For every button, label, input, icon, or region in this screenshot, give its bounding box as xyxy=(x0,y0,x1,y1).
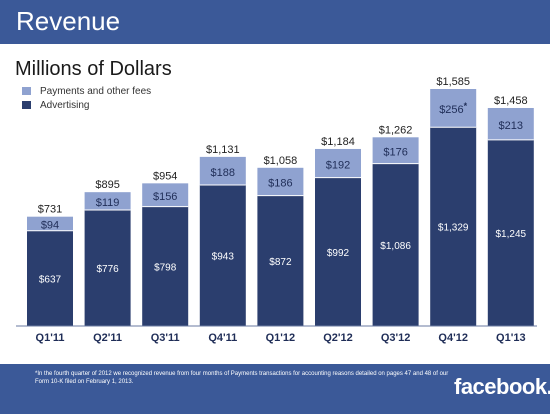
data-label-advertising: $992 xyxy=(327,248,350,259)
bar-advertising xyxy=(199,184,246,326)
bar-payments xyxy=(27,216,73,231)
revenue-bar-chart: $637 $94 $731 Q1'11 $776 $119 $895 Q2'11 $798 $15… xyxy=(16,76,537,344)
data-label-total: $1,585 xyxy=(436,76,470,88)
legend-swatch-advertising xyxy=(22,101,31,109)
bar-advertising xyxy=(84,209,131,326)
data-label-advertising: $637 xyxy=(39,274,62,285)
data-label-total: $731 xyxy=(38,204,62,216)
annotation-marker: * xyxy=(464,101,468,111)
data-label-advertising: $776 xyxy=(96,264,119,275)
bar-payments xyxy=(257,167,304,196)
footnote: *In the fourth quarter of 2012 we recogn… xyxy=(35,371,449,385)
bar-advertising xyxy=(372,163,419,326)
data-label-total: $1,458 xyxy=(494,95,528,107)
bar-payments xyxy=(430,89,477,128)
data-label-advertising: $943 xyxy=(212,251,235,262)
x-tick-label: Q4'11 xyxy=(208,332,237,344)
slide-title: Revenue xyxy=(16,6,121,36)
data-label-payments: $176 xyxy=(383,146,407,158)
bar-advertising xyxy=(315,177,361,326)
bar-advertising xyxy=(257,195,304,326)
data-label-total: $1,131 xyxy=(206,144,240,156)
legend-swatch-payments xyxy=(22,87,31,95)
data-label-advertising: $1,329 xyxy=(438,223,469,234)
bar-payments xyxy=(372,137,419,164)
bar-payments xyxy=(142,183,189,207)
legend-label-payments: Payments and other fees xyxy=(40,85,152,97)
data-label-total: $1,262 xyxy=(379,124,413,136)
title-bar xyxy=(0,0,550,44)
x-tick-label: Q1'12 xyxy=(266,332,296,344)
data-label-payments: $213 xyxy=(499,120,523,132)
data-label-advertising: $872 xyxy=(269,257,292,268)
data-label-payments: $186 xyxy=(268,178,292,190)
data-label-payments: $192 xyxy=(326,159,350,171)
x-tick-label: Q2'12 xyxy=(323,332,353,344)
data-label-total: $1,058 xyxy=(264,155,298,167)
bar-advertising xyxy=(27,230,73,326)
data-label-total: $1,184 xyxy=(321,136,355,148)
bar-payments xyxy=(487,107,534,140)
legend-item-advertising: Advertising xyxy=(22,98,89,112)
x-tick-label: Q4'12 xyxy=(438,332,468,344)
legend-item-payments: Payments and other fees xyxy=(22,84,151,98)
bar-advertising xyxy=(142,206,189,326)
x-tick-label: Q1'13 xyxy=(496,332,526,344)
facebook-logo: facebook. xyxy=(454,374,550,399)
data-label-payments: $119 xyxy=(96,197,120,209)
bar-payments xyxy=(84,192,131,210)
data-label-payments: $256* xyxy=(439,101,467,116)
data-label-advertising: $798 xyxy=(154,262,177,273)
data-label-advertising: $1,086 xyxy=(380,241,411,252)
data-label-total: $895 xyxy=(95,179,119,191)
x-tick-label: Q3'12 xyxy=(381,332,411,344)
data-label-payments: $94 xyxy=(41,220,59,232)
data-label-advertising: $1,245 xyxy=(496,229,527,240)
x-tick-label: Q2'11 xyxy=(93,332,122,344)
footer-bar xyxy=(0,364,550,414)
bar-advertising xyxy=(487,139,534,326)
data-label-payments: $156 xyxy=(153,191,177,203)
x-tick-label: Q1'11 xyxy=(36,332,65,344)
bar-payments xyxy=(199,156,246,185)
data-label-total: $954 xyxy=(153,170,177,182)
x-tick-label: Q3'11 xyxy=(151,332,180,344)
data-label-payments: $188 xyxy=(211,167,235,179)
legend-label-advertising: Advertising xyxy=(40,99,90,111)
bar-advertising xyxy=(430,127,477,326)
bar-payments xyxy=(315,148,361,178)
chart-subtitle: Millions of Dollars xyxy=(15,58,172,80)
